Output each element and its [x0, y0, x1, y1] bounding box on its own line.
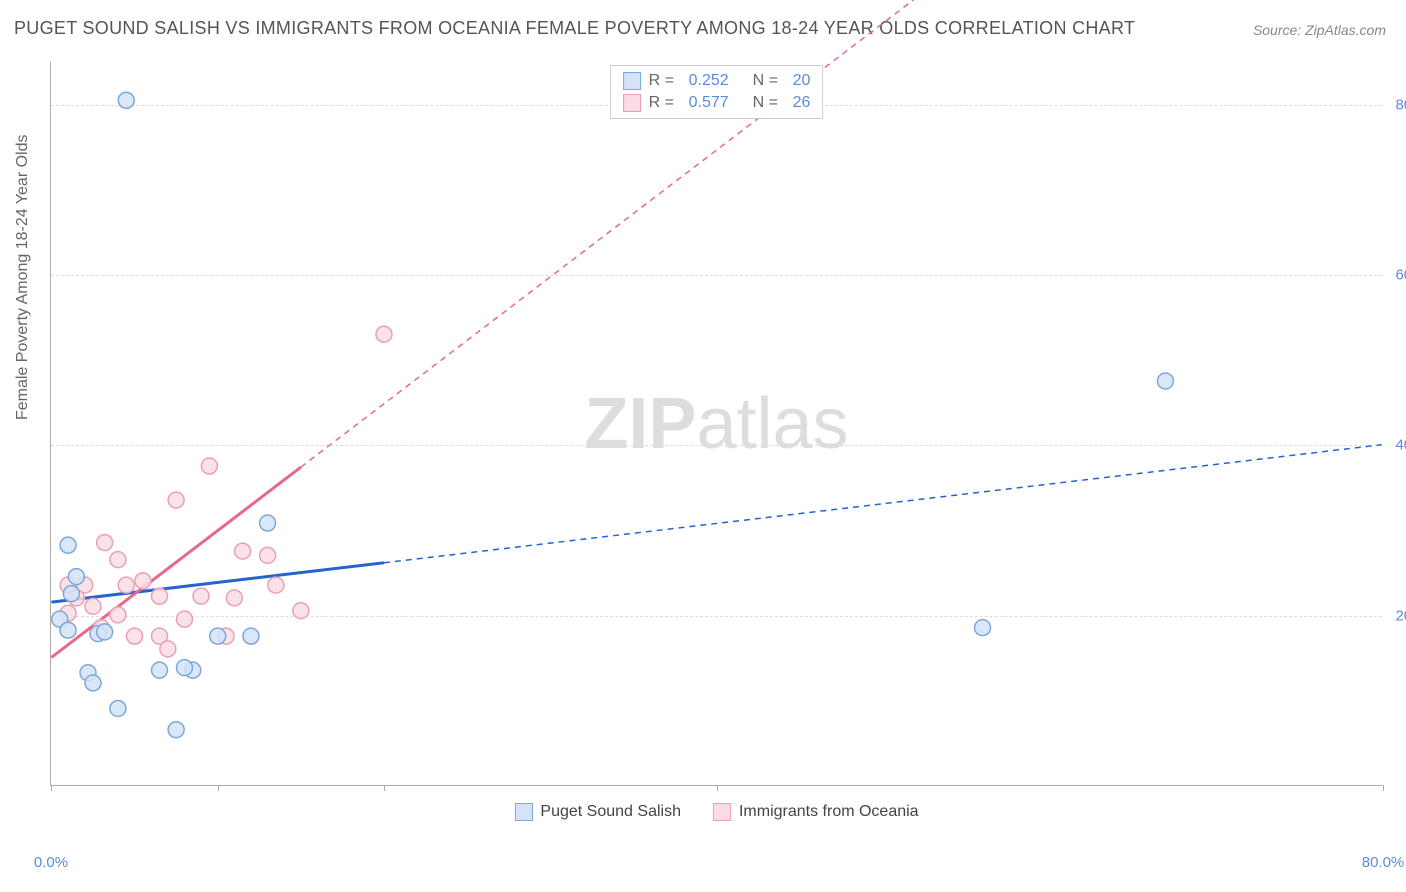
- correlation-legend-row-1: R = 0.252 N = 20: [623, 70, 811, 92]
- plot-svg: [51, 62, 1382, 785]
- data-point: [975, 620, 991, 636]
- data-point: [110, 607, 126, 623]
- x-tick: [218, 785, 219, 791]
- r-value-1: 0.252: [689, 70, 745, 92]
- trend-line-solid: [51, 563, 384, 602]
- r-value-2: 0.577: [689, 92, 745, 114]
- data-point: [97, 535, 113, 551]
- data-point: [176, 660, 192, 676]
- data-point: [235, 543, 251, 559]
- series-legend-item-1: Puget Sound Salish: [514, 803, 681, 821]
- x-tick-label: 0.0%: [34, 854, 68, 871]
- data-point: [68, 569, 84, 585]
- data-point: [176, 611, 192, 627]
- data-point: [85, 675, 101, 691]
- data-point: [152, 588, 168, 604]
- data-point: [243, 628, 259, 644]
- data-point: [60, 537, 76, 553]
- data-point: [210, 628, 226, 644]
- data-point: [63, 586, 79, 602]
- x-tick: [51, 785, 52, 791]
- plot-area: ZIPatlas 20.0%40.0%60.0%80.0% R = 0.252 …: [50, 62, 1382, 786]
- y-tick-label: 80.0%: [1395, 96, 1406, 113]
- data-point: [201, 458, 217, 474]
- chart-title: PUGET SOUND SALISH VS IMMIGRANTS FROM OC…: [14, 18, 1135, 39]
- y-axis-label: Female Poverty Among 18-24 Year Olds: [14, 135, 32, 421]
- r-label-2: R =: [649, 92, 681, 114]
- data-point: [260, 547, 276, 563]
- x-tick: [384, 785, 385, 791]
- source-attribution: Source: ZipAtlas.com: [1253, 22, 1386, 38]
- data-point: [60, 622, 76, 638]
- trend-line-dashed: [384, 445, 1382, 563]
- swatch-series-1: [623, 72, 641, 90]
- data-point: [160, 641, 176, 657]
- series-name-1: Puget Sound Salish: [540, 803, 681, 821]
- data-point: [97, 624, 113, 640]
- data-point: [168, 492, 184, 508]
- series-name-2: Immigrants from Oceania: [739, 803, 919, 821]
- data-point: [1157, 373, 1173, 389]
- data-point: [260, 515, 276, 531]
- n-value-2: 26: [793, 92, 811, 114]
- y-tick-label: 40.0%: [1395, 437, 1406, 454]
- data-point: [135, 573, 151, 589]
- y-tick-label: 20.0%: [1395, 607, 1406, 624]
- data-point: [85, 598, 101, 614]
- swatch-bottom-2: [713, 803, 731, 821]
- data-point: [376, 326, 392, 342]
- x-tick-label: 80.0%: [1362, 854, 1405, 871]
- x-tick: [717, 785, 718, 791]
- correlation-legend: R = 0.252 N = 20 R = 0.577 N = 26: [610, 65, 824, 119]
- data-point: [118, 577, 134, 593]
- series-legend-item-2: Immigrants from Oceania: [713, 803, 919, 821]
- data-point: [110, 552, 126, 568]
- series-legend: Puget Sound Salish Immigrants from Ocean…: [514, 803, 918, 821]
- n-value-1: 20: [793, 70, 811, 92]
- r-label-1: R =: [649, 70, 681, 92]
- swatch-series-2: [623, 94, 641, 112]
- data-point: [168, 722, 184, 738]
- data-point: [293, 603, 309, 619]
- x-tick: [1383, 785, 1384, 791]
- data-point: [193, 588, 209, 604]
- data-point: [226, 590, 242, 606]
- y-tick-label: 60.0%: [1395, 266, 1406, 283]
- n-label-2: N =: [753, 92, 785, 114]
- data-point: [127, 628, 143, 644]
- data-point: [268, 577, 284, 593]
- data-point: [118, 92, 134, 108]
- swatch-bottom-1: [514, 803, 532, 821]
- data-point: [152, 662, 168, 678]
- n-label-1: N =: [753, 70, 785, 92]
- data-point: [110, 700, 126, 716]
- correlation-legend-row-2: R = 0.577 N = 26: [623, 92, 811, 114]
